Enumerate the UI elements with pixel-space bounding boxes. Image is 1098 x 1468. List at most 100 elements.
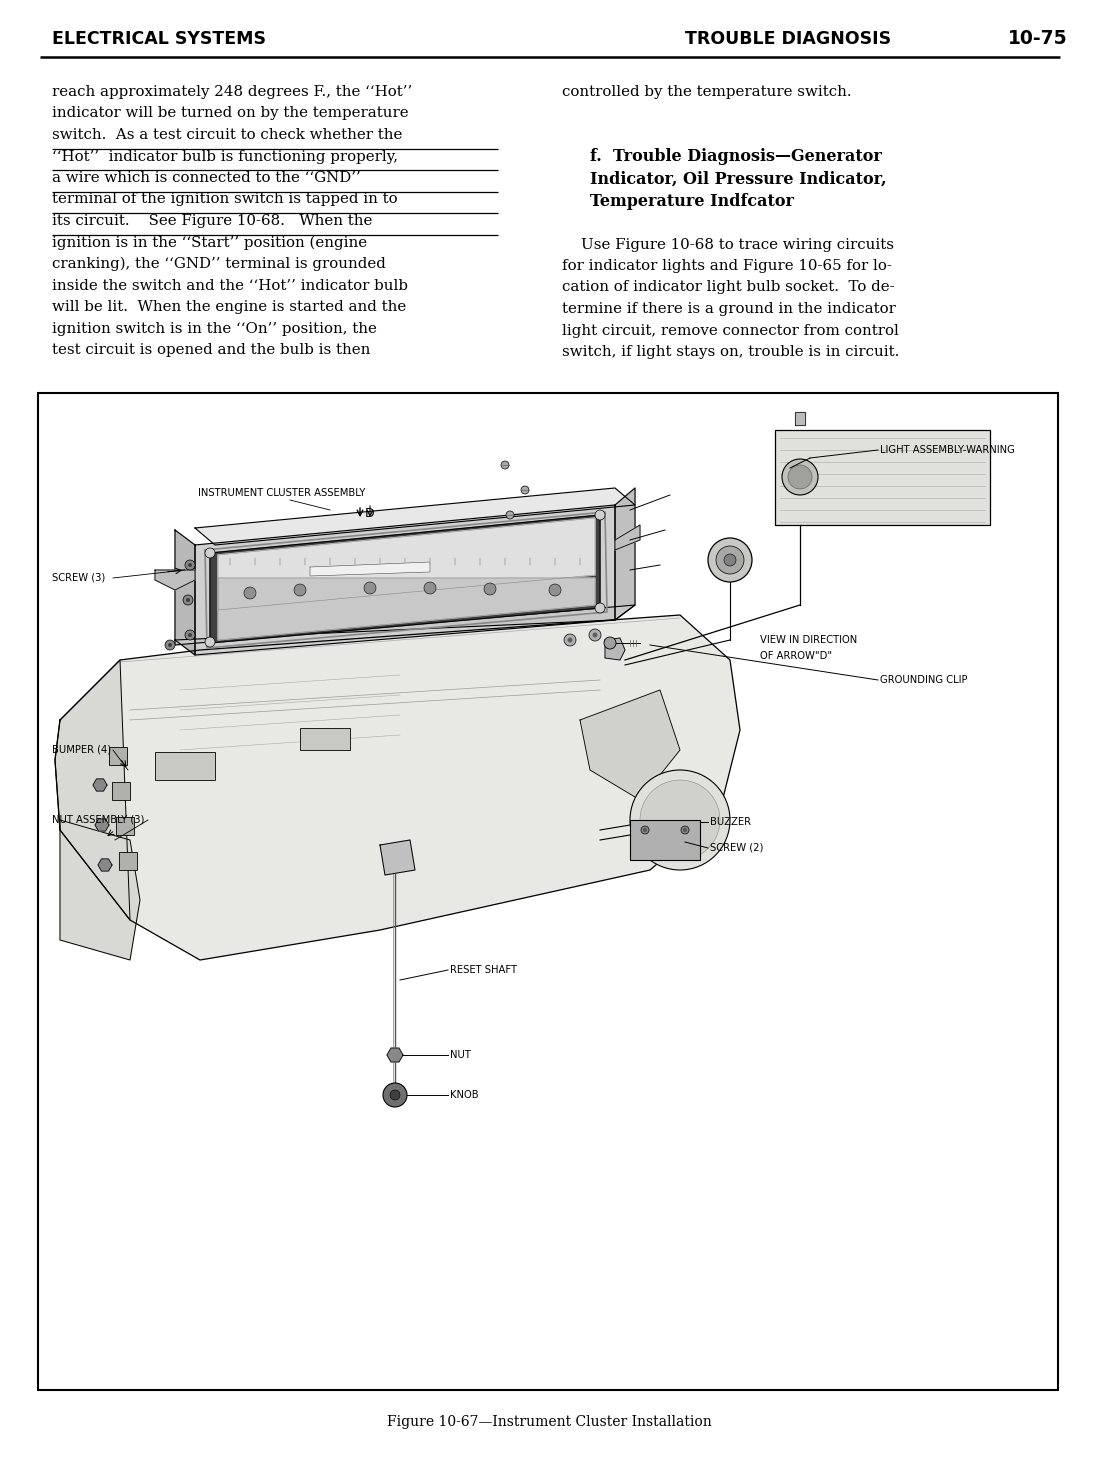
Bar [116,818,134,835]
Text: cation of indicator light bulb socket.  To de-: cation of indicator light bulb socket. T… [562,280,895,295]
Circle shape [641,826,649,834]
Polygon shape [795,413,805,426]
Circle shape [568,637,572,643]
Text: SCREW (3): SCREW (3) [52,573,105,583]
Text: f.  Trouble Diagnosis—Generator: f. Trouble Diagnosis—Generator [590,148,882,164]
Circle shape [630,771,730,871]
Text: NUT ASSEMBLY (3): NUT ASSEMBLY (3) [52,815,144,825]
Circle shape [168,643,172,647]
Polygon shape [55,661,130,920]
Text: terminal of the ignition switch is tapped in to: terminal of the ignition switch is tappe… [52,192,397,207]
Text: inside the switch and the ‘‘Hot’’ indicator bulb: inside the switch and the ‘‘Hot’’ indica… [52,279,408,292]
Polygon shape [380,840,415,875]
Circle shape [244,587,256,599]
Circle shape [165,640,175,650]
Polygon shape [93,780,107,791]
Text: INSTRUMENT CLUSTER ASSEMBLY: INSTRUMENT CLUSTER ASSEMBLY [198,487,366,498]
Circle shape [788,465,813,489]
Bar [630,821,701,860]
Circle shape [549,584,561,596]
Polygon shape [96,819,109,831]
Circle shape [188,564,192,567]
Circle shape [589,628,601,642]
Circle shape [782,459,818,495]
Circle shape [184,559,195,570]
Circle shape [604,637,616,649]
Polygon shape [605,639,625,661]
Text: BUMPER (4): BUMPER (4) [52,744,111,755]
Text: Use Figure 10-68 to trace wiring circuits: Use Figure 10-68 to trace wiring circuit… [562,238,894,251]
Bar [300,728,350,750]
Polygon shape [195,505,615,655]
Text: test circuit is opened and the bulb is then: test circuit is opened and the bulb is t… [52,344,370,357]
Text: Figure 10-67—Instrument Cluster Installation: Figure 10-67—Instrument Cluster Installa… [386,1415,712,1428]
Circle shape [186,597,190,602]
Text: for indicator lights and Figure 10-65 for lo-: for indicator lights and Figure 10-65 fo… [562,258,892,273]
Text: 10-75: 10-75 [1008,29,1067,48]
Text: termine if there is a ground in the indicator: termine if there is a ground in the indi… [562,302,896,316]
Text: TROUBLE DIAGNOSIS: TROUBLE DIAGNOSIS [685,29,892,48]
Polygon shape [310,562,430,575]
Polygon shape [155,570,195,590]
Polygon shape [219,518,595,611]
Text: a wire which is connected to the ‘‘GND’’: a wire which is connected to the ‘‘GND’’ [52,170,361,185]
Polygon shape [210,515,600,643]
Circle shape [501,461,509,468]
Polygon shape [219,578,595,640]
Circle shape [294,584,306,596]
Text: ignition switch is in the ‘‘On’’ position, the: ignition switch is in the ‘‘On’’ positio… [52,321,377,336]
Text: will be lit.  When the engine is started and the: will be lit. When the engine is started … [52,299,406,314]
Bar [38,393,1058,1390]
Circle shape [390,1091,400,1100]
Bar [119,851,137,871]
Text: BUZZER: BUZZER [710,818,751,826]
Text: cranking), the ‘‘GND’’ terminal is grounded: cranking), the ‘‘GND’’ terminal is groun… [52,257,385,272]
Text: VIEW IN DIRECTION: VIEW IN DIRECTION [760,636,858,644]
Circle shape [184,630,195,640]
Circle shape [506,511,514,520]
Polygon shape [580,690,680,800]
Circle shape [383,1083,407,1107]
Text: KNOB: KNOB [450,1091,479,1100]
Polygon shape [55,615,740,960]
Text: its circuit.    See Figure 10-68.   When the: its circuit. See Figure 10-68. When the [52,214,372,228]
Circle shape [593,633,597,637]
Circle shape [681,826,690,834]
Circle shape [205,637,215,647]
Text: Indicator, Oil Pressure Indicator,: Indicator, Oil Pressure Indicator, [590,170,886,188]
Circle shape [424,581,436,595]
Polygon shape [175,530,195,655]
Circle shape [640,780,720,860]
Circle shape [595,603,605,614]
Polygon shape [195,487,635,545]
Polygon shape [60,821,141,960]
Polygon shape [175,605,635,644]
Circle shape [724,553,736,567]
Circle shape [683,828,687,832]
Text: NUT: NUT [450,1050,471,1060]
Text: indicator will be turned on by the temperature: indicator will be turned on by the tempe… [52,107,408,120]
Text: Temperature Indfcator: Temperature Indfcator [590,192,794,210]
Polygon shape [615,526,640,550]
Text: D: D [365,506,374,520]
Text: SCREW (2): SCREW (2) [710,843,763,853]
Text: controlled by the temperature switch.: controlled by the temperature switch. [562,85,852,98]
Circle shape [484,583,496,595]
Text: RESET SHAFT: RESET SHAFT [450,964,517,975]
Bar [155,752,215,780]
Text: switch, if light stays on, trouble is in circuit.: switch, if light stays on, trouble is in… [562,345,899,360]
Circle shape [708,537,752,581]
Text: OF ARROW"D": OF ARROW"D" [760,650,832,661]
Text: LIGHT ASSEMBLY-WARNING: LIGHT ASSEMBLY-WARNING [879,445,1015,455]
Circle shape [716,546,744,574]
Text: ignition is in the ‘‘Start’’ position (engine: ignition is in the ‘‘Start’’ position (e… [52,235,367,250]
Circle shape [365,581,376,595]
Text: ‘‘Hot’’  indicator bulb is functioning properly,: ‘‘Hot’’ indicator bulb is functioning pr… [52,150,397,163]
Text: reach approximately 248 degrees F., the ‘‘Hot’’: reach approximately 248 degrees F., the … [52,85,412,98]
Circle shape [564,634,576,646]
Polygon shape [615,487,635,619]
Circle shape [183,595,193,605]
Circle shape [595,509,605,520]
Text: light circuit, remove connector from control: light circuit, remove connector from con… [562,323,899,338]
Circle shape [205,548,215,558]
